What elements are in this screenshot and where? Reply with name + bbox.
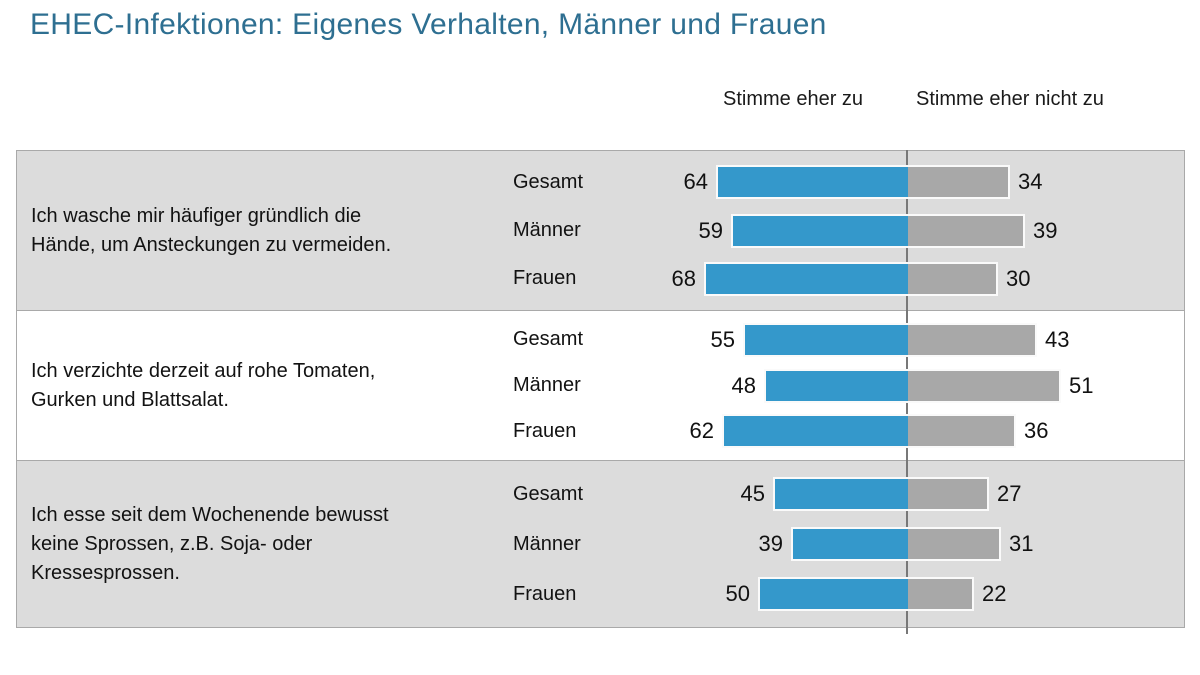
disagree-zone: 51 <box>908 368 1184 403</box>
disagree-bar <box>908 213 1025 248</box>
question-text: Ich esse seit dem Wochenende bewusst kei… <box>31 503 389 584</box>
diverging-bar-chart: Ich wasche mir häufiger gründlich die Hä… <box>16 150 1185 634</box>
chart-row: Frauen 62 36 <box>17 414 1184 449</box>
agree-zone: 55 <box>621 322 908 357</box>
agree-value: 50 <box>725 581 750 606</box>
category-label: Männer <box>513 532 581 555</box>
disagree-zone: 30 <box>908 261 1184 296</box>
question-group-3: Ich esse seit dem Wochenende bewusst kei… <box>16 461 1185 628</box>
disagree-value: 22 <box>982 581 1007 606</box>
agree-bar <box>764 368 908 403</box>
agree-bar <box>773 477 908 511</box>
disagree-value: 31 <box>1009 531 1034 556</box>
agree-value: 55 <box>710 326 735 352</box>
agree-value: 62 <box>689 418 714 444</box>
chart-row: Gesamt 55 43 <box>17 322 1184 357</box>
agree-zone: 68 <box>621 261 908 296</box>
chart-row: Männer 39 31 <box>17 527 1184 561</box>
agree-zone: 62 <box>621 414 908 449</box>
agree-bar <box>791 527 908 561</box>
disagree-value: 43 <box>1045 326 1070 352</box>
category-label: Männer <box>513 219 581 241</box>
disagree-bar <box>908 577 974 611</box>
disagree-zone: 22 <box>908 577 1184 611</box>
agree-bar <box>743 322 908 357</box>
category-label: Gesamt <box>513 482 584 505</box>
agree-zone: 45 <box>621 477 908 511</box>
category-label: Gesamt <box>513 170 584 193</box>
chart-row: Gesamt 64 34 <box>17 165 1184 200</box>
disagree-zone: 27 <box>908 477 1184 511</box>
disagree-bar <box>908 368 1061 403</box>
group-rows: Gesamt 45 27 Männer 39 <box>17 461 1184 627</box>
disagree-value: 30 <box>1006 265 1031 291</box>
agree-bar <box>722 414 908 449</box>
agree-zone: 50 <box>621 577 908 611</box>
agree-value: 45 <box>740 481 765 506</box>
disagree-value: 34 <box>1018 169 1043 195</box>
question-text: Ich verzichte derzeit auf rohe Tomaten, … <box>31 359 376 411</box>
disagree-value: 51 <box>1069 372 1094 398</box>
disagree-zone: 36 <box>908 414 1184 449</box>
agree-value: 68 <box>671 265 696 291</box>
disagree-bar <box>908 414 1016 449</box>
chart-row: Frauen 68 30 <box>17 261 1184 296</box>
group-rows: Gesamt 64 34 Männer 59 <box>17 151 1184 310</box>
category-label: Frauen <box>513 419 577 442</box>
category-label: Frauen <box>513 582 577 605</box>
agree-bar <box>716 165 908 200</box>
category-label: Männer <box>513 374 581 396</box>
chart-row: Männer 48 51 <box>17 368 1184 403</box>
agree-bar <box>758 577 908 611</box>
group-rows: Gesamt 55 43 Männer 48 <box>17 311 1184 460</box>
disagree-zone: 34 <box>908 165 1184 200</box>
disagree-bar <box>908 322 1037 357</box>
chart-row: Frauen 50 22 <box>17 577 1184 611</box>
disagree-value: 39 <box>1033 217 1058 243</box>
agree-zone: 48 <box>621 368 908 403</box>
agree-bar <box>731 213 908 248</box>
agree-value: 39 <box>758 531 783 556</box>
disagree-bar <box>908 165 1010 200</box>
question-text: Ich wasche mir häufiger gründlich die Hä… <box>31 204 392 256</box>
chart-row: Männer 59 39 <box>17 213 1184 248</box>
category-label: Frauen <box>513 267 577 290</box>
disagree-bar <box>908 527 1001 561</box>
disagree-bar <box>908 477 989 511</box>
agree-value: 48 <box>731 372 756 398</box>
agree-zone: 39 <box>621 527 908 561</box>
agree-zone: 59 <box>621 213 908 248</box>
question-group-2: Ich verzichte derzeit auf rohe Tomaten, … <box>16 311 1185 461</box>
column-header-agree: Stimme eher zu <box>723 88 864 110</box>
disagree-zone: 43 <box>908 322 1184 357</box>
disagree-bar <box>908 261 998 296</box>
agree-zone: 64 <box>621 165 908 200</box>
agree-bar <box>704 261 908 296</box>
category-label: Gesamt <box>513 328 584 351</box>
disagree-zone: 39 <box>908 213 1184 248</box>
page-title: EHEC-Infektionen: Eigenes Verhalten, Män… <box>30 8 827 41</box>
disagree-value: 36 <box>1024 418 1049 444</box>
disagree-value: 27 <box>997 481 1022 506</box>
disagree-zone: 31 <box>908 527 1184 561</box>
agree-value: 64 <box>683 169 708 195</box>
column-header-disagree: Stimme eher nicht zu <box>916 88 1104 110</box>
chart-row: Gesamt 45 27 <box>17 477 1184 511</box>
agree-value: 59 <box>698 217 723 243</box>
question-group-1: Ich wasche mir häufiger gründlich die Hä… <box>16 150 1185 311</box>
